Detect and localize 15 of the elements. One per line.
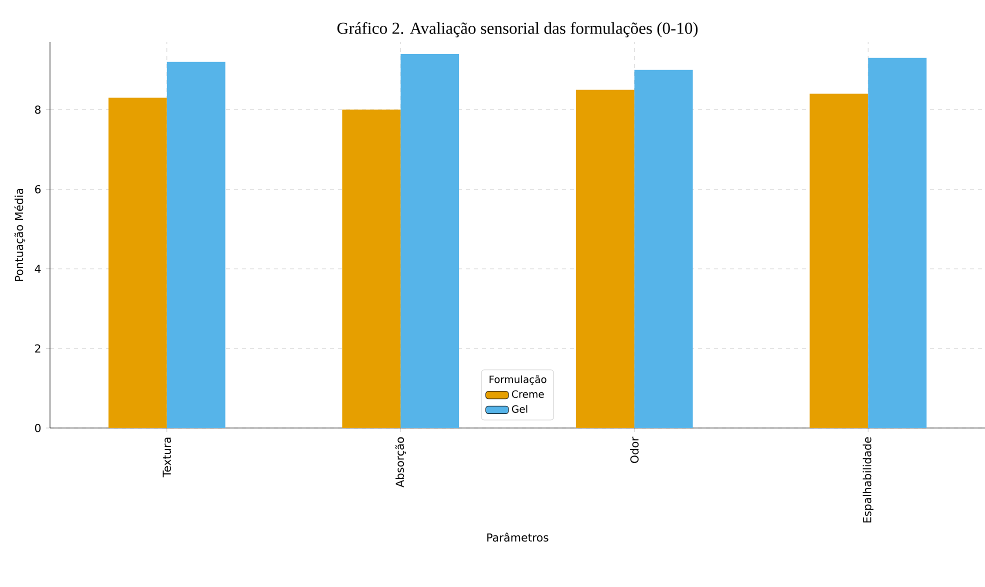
y-tick-label: 4 bbox=[34, 264, 41, 273]
x-axis-title: Parâmetros bbox=[487, 532, 548, 542]
y-tick-label: 0 bbox=[35, 424, 41, 432]
legend-label: Creme bbox=[512, 390, 544, 398]
x-tick-label: Espalhabilidade bbox=[862, 437, 874, 522]
x-tick-label: Odor bbox=[630, 436, 639, 463]
y-axis-title: Pontuação Média bbox=[14, 188, 26, 281]
x-tick-label: Textura bbox=[162, 438, 171, 478]
y-tick-label: 6 bbox=[35, 185, 41, 194]
legend-label: Gel bbox=[512, 405, 528, 413]
legend-title: Formulação bbox=[490, 375, 546, 385]
y-tick-label: 2 bbox=[35, 344, 40, 352]
chart-title: Gráfico 2. Avaliação sensorial das formulações (0-10) bbox=[337, 22, 698, 38]
x-tick-label: Absorção bbox=[395, 437, 406, 488]
y-tick-label: 8 bbox=[35, 106, 41, 114]
